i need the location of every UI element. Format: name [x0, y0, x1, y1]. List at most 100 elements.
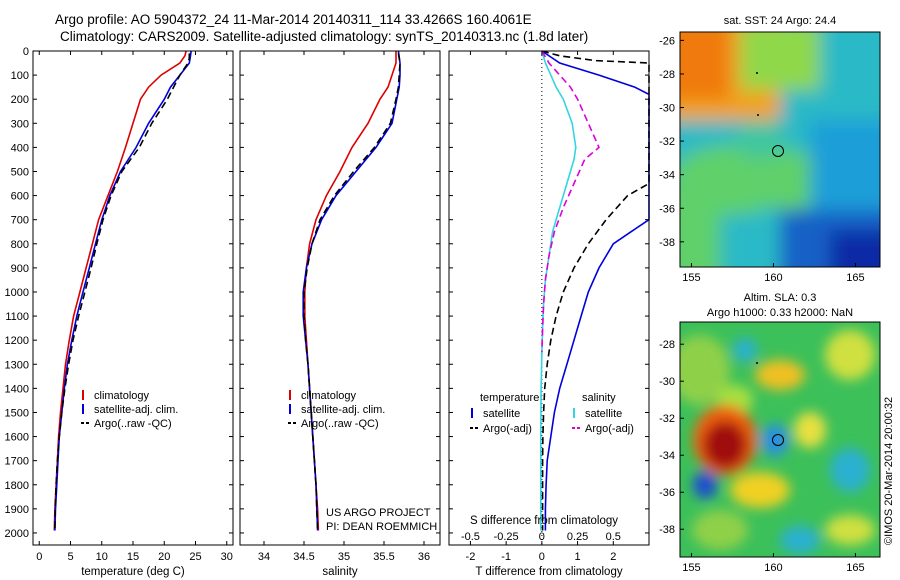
legend-label: Argo(-adj): [483, 423, 532, 435]
figure-title-line2: Climatology: CARS2009. Satellite-adjuste…: [60, 29, 588, 44]
map-x-tick-label: 155: [682, 272, 700, 284]
legend-title-temperature: temperature: [480, 392, 539, 404]
map-y-tick-label: -36: [659, 203, 675, 215]
sst-argo-marker: [772, 145, 784, 157]
legend-label: Argo(-adj): [585, 423, 634, 435]
map-x-tick-label: 155: [682, 562, 700, 574]
y-tick-label: 0: [23, 46, 29, 58]
map-y-tick-label: -36: [659, 487, 675, 499]
axes-frame: [448, 50, 650, 546]
sla-map: Altim. SLA: 0.3 Argo h1000: 0.33 h2000: …: [659, 292, 881, 574]
x-tick-label: 1: [575, 551, 581, 563]
y-tick-label: 800: [11, 239, 29, 251]
series-line-2: [539, 50, 577, 531]
y-tick-label: 400: [11, 142, 29, 154]
sla-argo-marker: [772, 434, 784, 446]
legend-label: satellite: [585, 408, 622, 420]
x-tick-label: 5: [67, 551, 73, 563]
x-tick-label: 25: [189, 551, 201, 563]
y-tick-label: 1800: [5, 480, 29, 492]
map-x-tick-label: 165: [846, 562, 864, 574]
x-tick-label: 15: [127, 551, 139, 563]
salinity-panel: 34 34.5 35 35.5 36 salinity climatology satelli…: [239, 50, 441, 578]
map-y-tick-label: -30: [659, 376, 675, 388]
series-line-0: [541, 50, 650, 531]
sst-map-title: sat. SST: 24 Argo: 24.4: [724, 15, 837, 27]
map-y-tick-label: -30: [659, 103, 675, 115]
map-y-tick-label: -32: [659, 413, 675, 425]
temperature-panel: 0100200300400500600700800900100011001200…: [5, 46, 234, 578]
map-y-tick-label: -34: [659, 450, 675, 462]
y-tick-label: 1900: [5, 504, 29, 516]
x-tick-label: 35: [338, 551, 350, 563]
series-line-1: [541, 50, 650, 531]
series-line-1: [54, 50, 192, 531]
x-axis-label: T difference from climatology: [475, 566, 622, 578]
x-tick-label-top: -0.5: [461, 531, 480, 543]
x-axis-label: salinity: [322, 566, 357, 578]
x-tick-label: 34.5: [293, 551, 314, 563]
sst-map: sat. SST: 24 Argo: 24.4 155 160 165 -26 -28 -…: [659, 15, 881, 284]
series-line-0: [53, 50, 187, 531]
sst-track-dot: [756, 72, 758, 74]
y-tick-label: 1200: [5, 335, 29, 347]
y-tick-label: 2000: [5, 528, 29, 540]
x-tick-label: 36: [418, 551, 430, 563]
x-tick-label: -1: [501, 551, 511, 563]
sla-map-title1: Altim. SLA: 0.3: [744, 292, 817, 304]
map-x-tick-label: 165: [846, 272, 864, 284]
x-tick-label: 30: [221, 551, 233, 563]
series-line-1: [302, 50, 401, 531]
y-tick-label: 700: [11, 215, 29, 227]
x-tick-label: -2: [466, 551, 476, 563]
legend-label: climatology: [301, 390, 357, 402]
sla-map-title2: Argo h1000: 0.33 h2000: NaN: [707, 307, 853, 319]
map-y-tick-label: -38: [659, 237, 675, 249]
y-tick-label: 1100: [5, 311, 29, 323]
y-tick-label: 1700: [5, 456, 29, 468]
legend-label: climatology: [94, 390, 150, 402]
y-tick-label: 900: [11, 263, 29, 275]
y-tick-label: 1000: [5, 287, 29, 299]
map-x-tick-label: 160: [764, 272, 782, 284]
legend-label: satellite-adj. clim.: [301, 404, 385, 416]
legend-title-salinity: salinity: [582, 392, 616, 404]
legend-label: satellite-adj. clim.: [94, 404, 178, 416]
x-tick-label-top: 0: [539, 531, 545, 543]
map-x-tick-label: 160: [764, 562, 782, 574]
legend-label: Argo(..raw -QC): [301, 418, 379, 430]
series-line-2: [303, 53, 401, 531]
map-y-tick-label: -34: [659, 170, 675, 182]
imos-stamp: ©IMOS 20-Mar-2014 20:00:32: [883, 397, 895, 545]
difference-panel: -2 -1 0 1 2 T difference from climatology S di…: [448, 50, 650, 578]
legend-label: Argo(..raw -QC): [94, 418, 172, 430]
map-y-tick-label: -28: [659, 339, 675, 351]
x-tick-label: 0: [539, 551, 545, 563]
y-tick-label: 300: [11, 118, 29, 130]
sla-track-dot: [756, 362, 758, 364]
x-tick-label: 0: [36, 551, 42, 563]
x-tick-label: 35.5: [373, 551, 394, 563]
x-tick-label: 34: [258, 551, 270, 563]
figure-title-line1: Argo profile: AO 5904372_24 11-Mar-2014 …: [55, 12, 532, 27]
x-axis-label-top: S difference from climatology: [470, 515, 618, 527]
y-tick-label: 500: [11, 166, 29, 178]
sst-track-dot: [757, 114, 759, 116]
map-y-tick-label: -26: [659, 35, 675, 47]
credit-line1: US ARGO PROJECT: [326, 507, 431, 519]
x-tick-label: 20: [158, 551, 170, 563]
y-tick-label: 1300: [5, 359, 29, 371]
y-tick-label: 1500: [5, 407, 29, 419]
map-y-tick-label: -28: [659, 69, 675, 81]
y-tick-label: 100: [11, 70, 29, 82]
axes-frame: [239, 50, 441, 546]
y-tick-label: 200: [11, 94, 29, 106]
series-line-2: [54, 53, 191, 531]
x-tick-label-top: 0.5: [606, 531, 621, 543]
map-y-tick-label: -38: [659, 524, 675, 536]
legend-label: satellite: [483, 408, 520, 420]
y-tick-label: 1600: [5, 432, 29, 444]
credit-line2: PI: DEAN ROEMMICH: [326, 521, 437, 533]
y-tick-label: 1400: [5, 383, 29, 395]
